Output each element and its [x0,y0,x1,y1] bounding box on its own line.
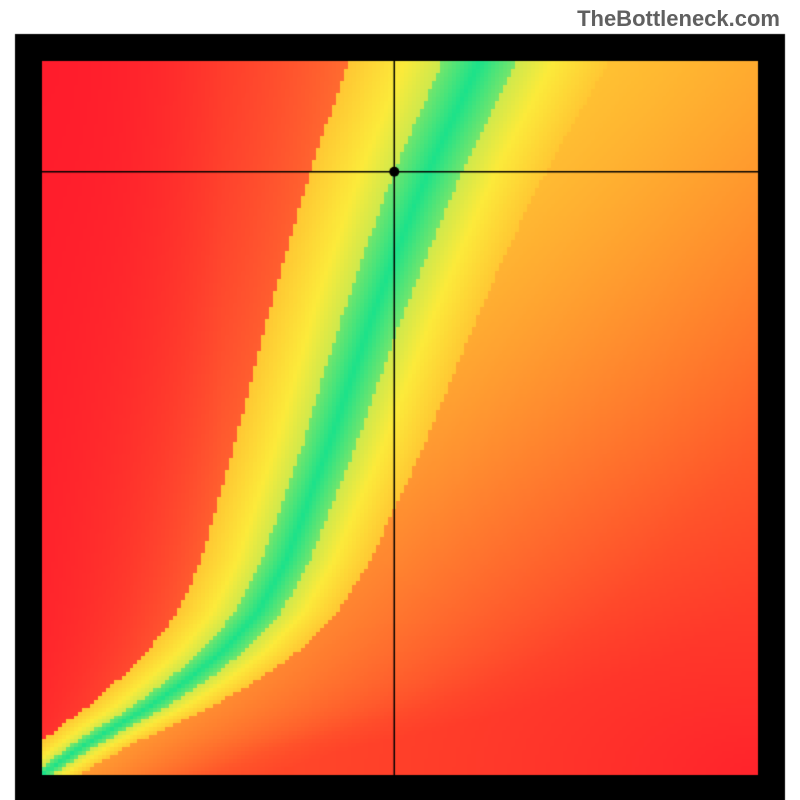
watermark-label: TheBottleneck.com [577,6,780,32]
chart-container: TheBottleneck.com [0,0,800,800]
heatmap-canvas [0,0,800,800]
